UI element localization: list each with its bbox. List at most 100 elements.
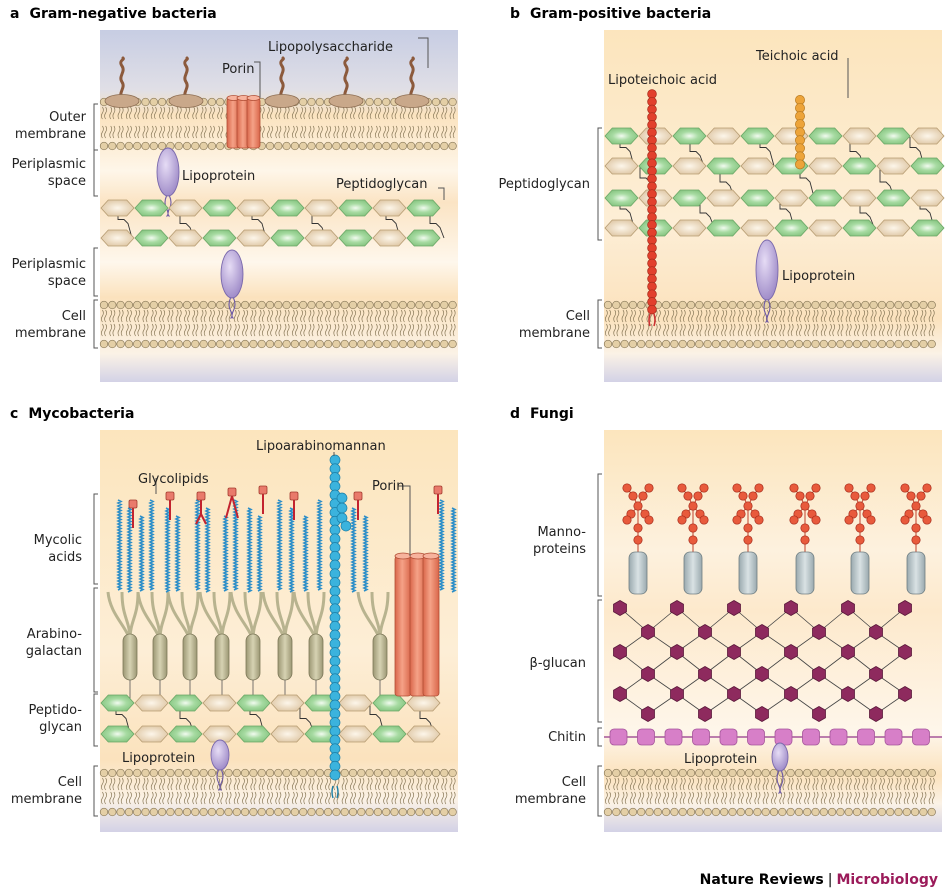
label-mycolic-acids: Mycolic acids: [34, 533, 83, 565]
lipid-head: [216, 300, 225, 310]
cell-membrane-bilayer-d: [603, 768, 936, 817]
lipid-head: [149, 807, 158, 817]
lipid-head: [869, 807, 878, 817]
label-beta-glucan: β-glucan: [530, 656, 586, 671]
lipid-head: [852, 339, 862, 349]
lipid-head: [744, 768, 754, 778]
journal-footer: Nature Reviews | Microbiology: [700, 872, 938, 888]
mannoprotein: [622, 483, 654, 595]
lipid-head: [637, 768, 646, 778]
nam-sugar: [134, 725, 169, 743]
mannose-residue: [800, 501, 810, 511]
lipid-head: [836, 807, 845, 817]
lipid-head: [182, 768, 192, 778]
lipid-head: [612, 768, 621, 778]
mannose-residue: [844, 515, 854, 525]
lipid-head: [603, 339, 613, 349]
arabinogalactan-unit: [261, 591, 295, 700]
mannoprotein-core: [795, 551, 815, 595]
cell-membrane-bilayer-b-lipid-tails: [605, 309, 935, 337]
nam-sugar: [406, 725, 441, 743]
lipid-head: [919, 807, 928, 817]
lipid-head: [274, 807, 283, 817]
glucose-residue: [698, 624, 712, 640]
label-porin-c: Porin: [372, 479, 405, 494]
arabinogalactan-core: [277, 633, 293, 681]
lipid-head: [769, 300, 779, 310]
lipid-head: [282, 141, 291, 151]
glucose-residue: [670, 644, 684, 660]
lipid-head: [448, 807, 457, 817]
lipid-head: [199, 768, 208, 778]
lipid-head: [357, 339, 366, 349]
glycolipid-head: [433, 485, 443, 495]
lipid-head: [778, 339, 787, 349]
lipid-head: [357, 300, 366, 310]
lipid-head: [703, 807, 712, 817]
lipid-head: [157, 300, 167, 310]
lipid-head: [877, 807, 887, 817]
lipid-head: [645, 807, 654, 817]
lipid-head: [811, 768, 820, 778]
glucose-residue: [641, 666, 655, 682]
lipid-head: [753, 807, 762, 817]
label-porin-a: Porin: [222, 62, 255, 77]
label-peptidoglycan-b: Peptidoglycan: [499, 177, 590, 192]
lipid-head: [423, 141, 432, 151]
glycolipid: [195, 491, 207, 525]
nag-sugar: [604, 127, 639, 145]
nag-sugar: [706, 219, 741, 237]
lipid-head: [174, 300, 183, 310]
lipoprotein-c: [210, 739, 230, 791]
lipid-head: [390, 300, 399, 310]
lipid-head: [382, 807, 391, 817]
mannose-residue: [855, 523, 865, 533]
lipid-head: [769, 339, 779, 349]
mannose-residue: [693, 491, 703, 501]
nam-sugar: [270, 694, 305, 712]
chitin-unit: [719, 728, 738, 746]
lipid-head: [373, 339, 383, 349]
mannose-residue: [677, 515, 687, 525]
lipid-head: [382, 768, 391, 778]
glucose-residue: [812, 706, 826, 722]
nag-sugar: [842, 157, 877, 175]
lipid-head: [232, 807, 241, 817]
lipid-head: [265, 768, 275, 778]
nag-sugar: [876, 127, 911, 145]
peptidoglycan-row: [604, 127, 945, 145]
mannose-residue: [900, 483, 910, 493]
nam-sugar: [338, 694, 373, 712]
mannose-residue: [622, 483, 632, 493]
lipid-head: [157, 97, 167, 107]
chitin-unit: [912, 728, 930, 746]
lipid-head: [910, 807, 920, 817]
lipid-head: [910, 339, 920, 349]
lipid-head: [240, 339, 250, 349]
lipid-head: [637, 300, 646, 310]
label-periplasmic-space-top: Periplasmic space: [12, 157, 86, 189]
chitin-unit: [664, 728, 683, 746]
mannose-residue: [644, 515, 654, 525]
lipid-head: [827, 768, 837, 778]
lipid-head: [166, 807, 175, 817]
lipoteichoic-anchor: [648, 313, 656, 327]
lam-anchor: [331, 785, 339, 799]
arabinogalactan-core: [152, 633, 168, 681]
nag-sugar: [372, 694, 407, 712]
lipid-head: [340, 339, 349, 349]
lipid-head: [348, 300, 358, 310]
lipopolysaccharide: [394, 56, 430, 108]
lipoteichoic-chain: [647, 89, 657, 315]
lipoprotein-anchor: [776, 770, 784, 794]
lipid-head: [348, 339, 358, 349]
lipid-head: [844, 768, 853, 778]
lipid-head: [174, 807, 183, 817]
lipid-head: [124, 300, 134, 310]
mycolic-acid: [450, 507, 457, 593]
nam-sugar: [100, 229, 135, 247]
label-cell-membrane-d: Cell membrane: [515, 775, 586, 807]
lipid-head: [794, 807, 804, 817]
glycolipid: [258, 485, 268, 514]
arabinogalactan-core: [122, 633, 138, 681]
